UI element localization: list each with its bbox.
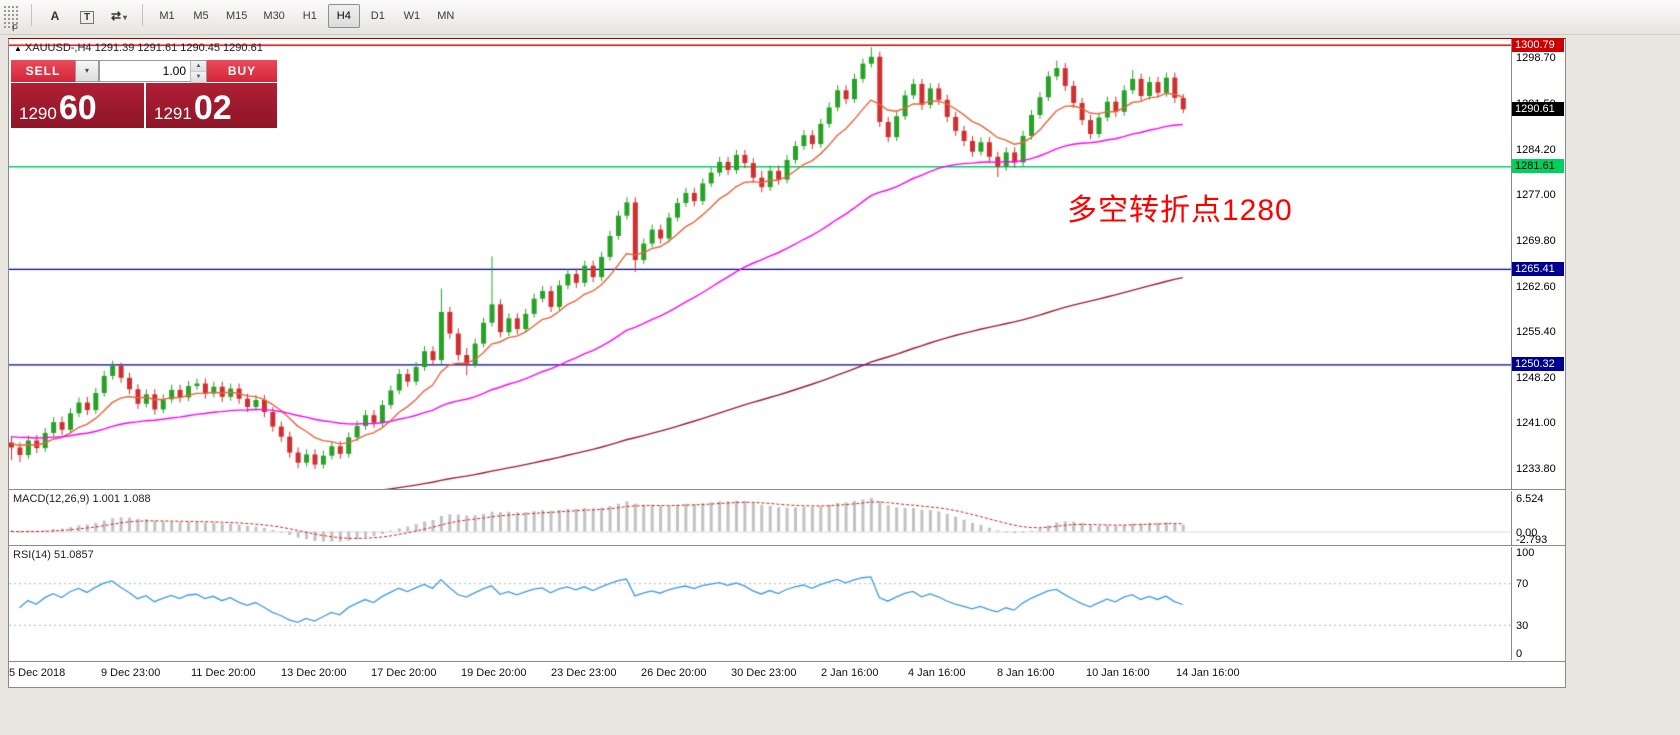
timeframe-d1[interactable]: D1 xyxy=(370,10,385,22)
spinner-down-icon[interactable]: ▼ xyxy=(191,72,206,83)
time-label: 17 Dec 20:00 xyxy=(371,667,437,679)
time-label: 13 Dec 20:00 xyxy=(281,667,347,679)
trend-up-icon: ▲ xyxy=(14,44,22,53)
timeframe-h1[interactable]: H1 xyxy=(302,10,317,22)
macd-panel[interactable]: MACD(12,26,9) 1.001 1.088 xyxy=(9,491,1511,545)
chart-window: ▲ XAUUSD-,H4 1291.39 1291.61 1290.45 1290… xyxy=(8,37,1566,688)
timeframe-w1[interactable]: W1 xyxy=(403,10,421,22)
buy-price-small: 1291 xyxy=(154,104,192,123)
price-badge: 1300.79 xyxy=(1512,37,1564,52)
price-tick: 1277.00 xyxy=(1516,189,1556,202)
buy-button[interactable]: BUY xyxy=(207,60,277,82)
toolbar-f-label: F xyxy=(12,23,18,33)
price-tick: 1298.70 xyxy=(1516,52,1556,64)
time-label: 9 Dec 23:00 xyxy=(101,667,161,679)
timeframe-toolbar: M1 M5 M15 M30 H1 H4 D1 W1 MN xyxy=(150,4,463,28)
volume-box: ▲ ▼ xyxy=(99,60,207,83)
rsi-panel[interactable]: RSI(14) 51.0857 xyxy=(9,547,1511,660)
price-tick: 1284.20 xyxy=(1516,143,1556,156)
rsi-tick: 100 xyxy=(1516,547,1535,559)
price-badge: 1281.61 xyxy=(1512,159,1564,174)
time-label: 10 Jan 16:00 xyxy=(1086,667,1150,679)
timeframe-mn[interactable]: MN xyxy=(437,10,455,22)
timeframe-m15[interactable]: M15 xyxy=(226,10,248,22)
timeframe-m5[interactable]: M5 xyxy=(193,10,209,22)
label-letter: T xyxy=(79,11,95,24)
sell-price-small: 1290 xyxy=(19,104,57,123)
panel-separator xyxy=(9,489,1565,490)
volume-dropdown-button[interactable]: ▾ xyxy=(75,60,99,82)
time-label: 8 Jan 16:00 xyxy=(997,667,1055,679)
price-badge: 1265.41 xyxy=(1512,261,1564,276)
rsi-axis[interactable]: 100 70 30 0 xyxy=(1511,547,1565,660)
main-chart-area[interactable]: ▲ XAUUSD-,H4 1291.39 1291.61 1290.45 1290… xyxy=(9,39,1511,489)
time-label: 2 Jan 16:00 xyxy=(821,667,879,679)
timeframe-m30[interactable]: M30 xyxy=(263,10,285,22)
toolbar-separator xyxy=(31,4,32,26)
price-axis[interactable]: 1298.701291.501284.201277.001269.801262.… xyxy=(1511,37,1565,489)
volume-spinner: ▲ ▼ xyxy=(190,61,206,83)
macd-chart-canvas[interactable] xyxy=(9,491,1511,545)
symbol-info: ▲ XAUUSD-,H4 1291.39 1291.61 1290.45 1290… xyxy=(14,42,263,54)
price-tick: 1233.80 xyxy=(1516,463,1556,476)
time-label: 4 Jan 16:00 xyxy=(908,667,966,679)
buy-price-display[interactable]: 1291 02 xyxy=(146,83,277,128)
price-badge: 1290.61 xyxy=(1512,102,1564,117)
toolbar-separator xyxy=(142,4,143,26)
price-tick: 1269.80 xyxy=(1516,235,1556,248)
label-tool-button[interactable]: T xyxy=(74,4,100,28)
macd-label: MACD(12,26,9) 1.001 1.088 xyxy=(13,493,151,505)
chevron-down-icon: ▾ xyxy=(123,13,128,22)
time-label: 23 Dec 23:00 xyxy=(551,667,617,679)
buy-price-big: 02 xyxy=(193,89,232,127)
time-label: 19 Dec 20:00 xyxy=(461,667,527,679)
price-tick: 1255.40 xyxy=(1516,326,1556,339)
rsi-label: RSI(14) 51.0857 xyxy=(13,549,94,561)
main-toolbar: A T ⇄ ▾ M1 M5 M15 M30 H1 H4 D1 W1 MN F xyxy=(0,0,1680,35)
rsi-tick: 70 xyxy=(1516,578,1529,591)
rsi-tick: 30 xyxy=(1516,619,1529,632)
one-click-trading-widget: SELL ▾ ▲ ▼ BUY 1290 60 xyxy=(11,60,277,128)
timeframe-h4[interactable]: H4 xyxy=(327,4,360,28)
price-badge: 1250.32 xyxy=(1512,357,1564,372)
chart-annotation: 多空转折点1280 xyxy=(1067,194,1293,227)
rsi-tick: 0 xyxy=(1516,648,1523,660)
price-tick: 1262.60 xyxy=(1516,280,1556,293)
time-label: 14 Jan 16:00 xyxy=(1176,667,1240,679)
sell-button[interactable]: SELL xyxy=(11,60,75,82)
panel-separator xyxy=(9,545,1565,546)
macd-tick: -2.793 xyxy=(1516,534,1548,546)
macd-tick: 6.524 xyxy=(1516,493,1544,505)
indicator-tool-button[interactable]: ⇄ ▾ xyxy=(106,4,132,28)
time-axis[interactable]: 5 Dec 2018 9 Dec 23:00 11 Dec 20:00 13 Dec … xyxy=(9,661,1565,687)
time-label: 11 Dec 20:00 xyxy=(191,667,256,679)
text-tool-button[interactable]: A xyxy=(50,9,60,23)
macd-axis[interactable]: 6.524 0.00 -2.793 xyxy=(1511,491,1565,546)
timeframe-m1[interactable]: M1 xyxy=(159,10,175,22)
spinner-up-icon[interactable]: ▲ xyxy=(191,61,206,72)
cycle-arrows-icon: ⇄ xyxy=(110,9,122,23)
time-label: 30 Dec 23:00 xyxy=(731,667,797,679)
price-tick: 1248.20 xyxy=(1516,371,1556,384)
sell-price-big: 60 xyxy=(58,89,97,127)
time-label: 26 Dec 20:00 xyxy=(641,667,707,679)
toolbar-grip[interactable] xyxy=(2,4,18,28)
symbol-ohlc-text: XAUUSD-,H4 1291.39 1291.61 1290.45 1290.… xyxy=(24,42,263,54)
sell-price-display[interactable]: 1290 60 xyxy=(11,83,144,128)
macd-tick: 0.00 xyxy=(1516,526,1538,539)
price-tick: 1241.00 xyxy=(1516,417,1556,430)
rsi-chart-canvas[interactable] xyxy=(9,547,1511,660)
time-label: 5 Dec 2018 xyxy=(9,667,66,679)
volume-input[interactable] xyxy=(100,61,190,81)
